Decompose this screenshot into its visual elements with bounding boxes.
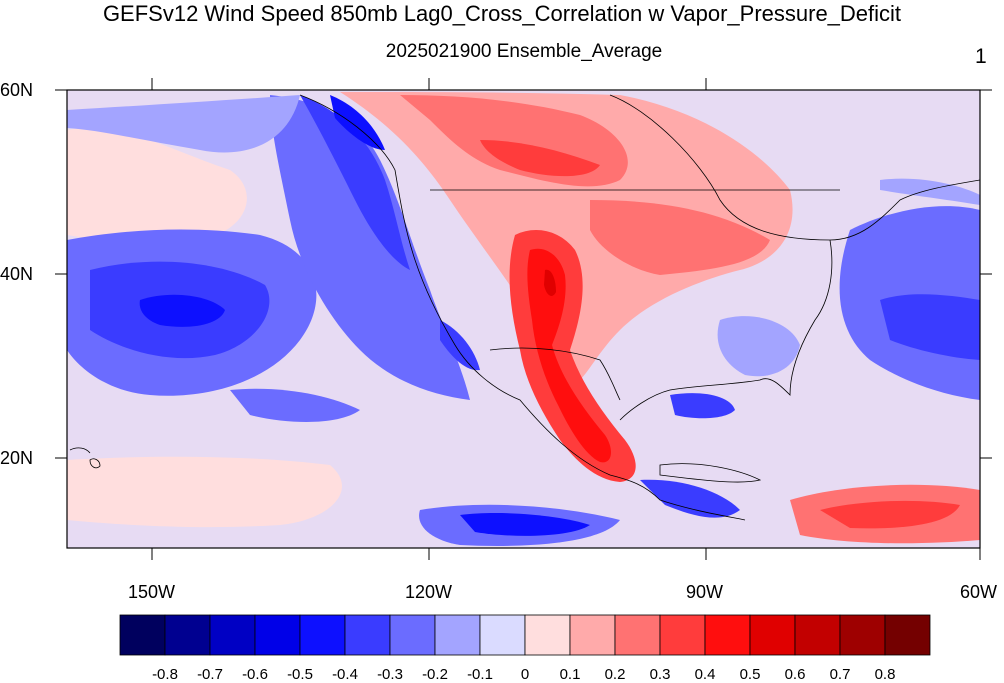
colorbar-label: -0.6 <box>242 666 268 683</box>
colorbar-swatch <box>389 614 436 656</box>
subtropical-negative <box>230 388 360 422</box>
atlantic-negative-core <box>880 294 980 360</box>
coastline-outlines <box>69 94 980 521</box>
hawaii-outline <box>69 447 91 454</box>
colorbar-label: -0.1 <box>467 666 493 683</box>
colorbar-label: 0.4 <box>694 666 716 683</box>
canada-positive-core <box>480 140 600 177</box>
colorbar-swatch <box>749 614 796 656</box>
map-subtitle: 2025021900 Ensemble_Average <box>385 41 663 62</box>
central-america-negative <box>640 479 740 518</box>
colorbar-label: 0.1 <box>559 666 581 683</box>
hawaii-island-outline <box>89 458 101 469</box>
canada-atlantic-coastline <box>609 94 980 241</box>
midwest-positive <box>590 200 770 275</box>
colorbar-swatch <box>209 614 256 656</box>
lon-label-60w: 60W <box>960 582 998 602</box>
southeast-weak-negative <box>717 316 800 377</box>
colorbar-label: -0.8 <box>152 666 178 683</box>
colorbar-swatch <box>659 614 706 656</box>
lat-label-60n: 60N <box>0 80 34 100</box>
colorbar-swatch <box>299 614 346 656</box>
gulf-negative <box>670 393 735 419</box>
pacific-coastline <box>299 94 746 521</box>
colorbar-label: 0 <box>520 666 530 683</box>
colorbar-swatch <box>839 614 886 656</box>
map-frame <box>66 89 981 549</box>
lon-label-150w: 150W <box>128 582 176 602</box>
colorbar-swatch <box>524 614 571 656</box>
colorbar-label: -0.4 <box>332 666 358 683</box>
north-atlantic-weak-negative <box>880 178 980 205</box>
colorbar-label: 0.6 <box>784 666 806 683</box>
cuba-outline <box>659 463 762 483</box>
colorbar-swatch <box>434 614 481 656</box>
coast-negative-core <box>300 95 410 270</box>
lat-label-40n: 40N <box>0 264 34 284</box>
colorbar-swatch <box>569 614 616 656</box>
map-ticks <box>55 78 992 560</box>
map-title: GEFSv12 Wind Speed 850mb Lag0_Cross_Corr… <box>102 1 902 26</box>
correlation-field <box>67 90 980 548</box>
tropical-weak-positive <box>67 456 342 528</box>
colorbar-label: -0.2 <box>422 666 448 683</box>
colorbar-label: 0.3 <box>649 666 671 683</box>
colorbar-swatch <box>704 614 751 656</box>
coast-negative-max <box>330 95 385 150</box>
colorbar-label: -0.7 <box>197 666 223 683</box>
lon-label-120w: 120W <box>405 582 453 602</box>
north-pacific-weak-negative <box>67 95 300 153</box>
caribbean-positive-core <box>820 500 960 529</box>
continent-positive-outer <box>340 92 793 380</box>
colorbar-label: -0.3 <box>377 666 403 683</box>
west-pacific-weak-positive <box>67 128 247 245</box>
us-mexico-border <box>489 347 621 401</box>
panel-number: 1 <box>975 45 987 68</box>
coast-negative-band <box>270 95 470 400</box>
colorbar-swatch <box>254 614 301 656</box>
colorbar-label: 0.7 <box>829 666 851 683</box>
colorbar-label: 0.5 <box>739 666 761 683</box>
colorbar <box>119 614 931 656</box>
colorbar-label: 0.2 <box>604 666 626 683</box>
pacific-negative-max <box>139 294 225 327</box>
rockies-max <box>544 269 556 296</box>
colorbar-swatch <box>884 614 931 656</box>
colorbar-swatch <box>479 614 526 656</box>
colorbar-swatch <box>794 614 841 656</box>
rockies-mexico-core <box>527 248 612 463</box>
eastern-pacific-negative-core <box>460 513 590 536</box>
east-gulf-coastline <box>619 239 833 421</box>
baja-negative-core <box>440 320 480 371</box>
colorbar-swatch <box>164 614 211 656</box>
colorbar-label: -0.5 <box>287 666 313 683</box>
colorbar-swatch <box>614 614 661 656</box>
lon-label-90w: 90W <box>686 582 724 602</box>
colorbar-label: 0.8 <box>874 666 896 683</box>
colorbar-swatch <box>344 614 391 656</box>
lat-label-20n: 20N <box>0 448 34 468</box>
colorbar-swatch <box>119 614 166 656</box>
